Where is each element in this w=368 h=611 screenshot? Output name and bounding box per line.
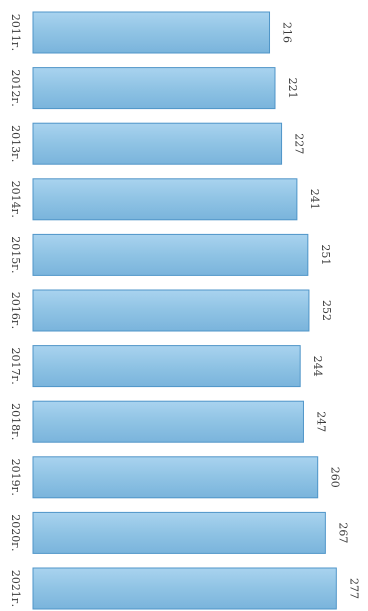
bar-2011г. [32,11,271,54]
value-label: 241 [308,189,321,210]
value-label: 221 [286,78,299,99]
value-label: 267 [336,522,349,543]
bar-2013г. [32,122,283,165]
bar-2014г. [32,178,298,221]
bar-2019г. [32,456,319,499]
category-label: 2018г. [9,403,22,440]
value-label: 227 [293,133,306,154]
category-label: 2015г. [9,236,22,273]
category-label: 2016г. [9,292,22,329]
category-label: 2014г. [9,181,22,218]
bars-layer [32,11,337,610]
value-labels-layer: 216 221 227 241 251 252 244 247 260 267 277 [281,22,361,599]
bar-2015г. [32,233,309,276]
bar-2018г. [32,400,304,443]
category-label: 2011г. [9,14,22,51]
value-label: 260 [329,467,342,488]
category-label: 2020г. [9,514,22,551]
value-label: 244 [311,356,324,377]
category-label: 2012г. [9,69,22,106]
bar-2012г. [32,67,276,110]
bar-2020г. [32,511,326,554]
value-label: 277 [347,578,360,599]
category-label: 2021г. [9,570,22,607]
category-label: 2013г. [9,125,22,162]
category-labels-layer: 2011г. 2012г. 2013г. 2014г. 2015г. 2016г. 2017… [9,14,22,607]
bar-2016г. [32,289,310,332]
bar-2021г. [32,567,337,610]
value-label: 216 [281,22,294,43]
category-label: 2017г. [9,347,22,384]
value-label: 252 [320,300,333,321]
category-label: 2019г. [9,459,22,496]
bar-2017г. [32,345,301,388]
value-label: 251 [319,244,332,265]
value-label: 247 [314,411,327,432]
